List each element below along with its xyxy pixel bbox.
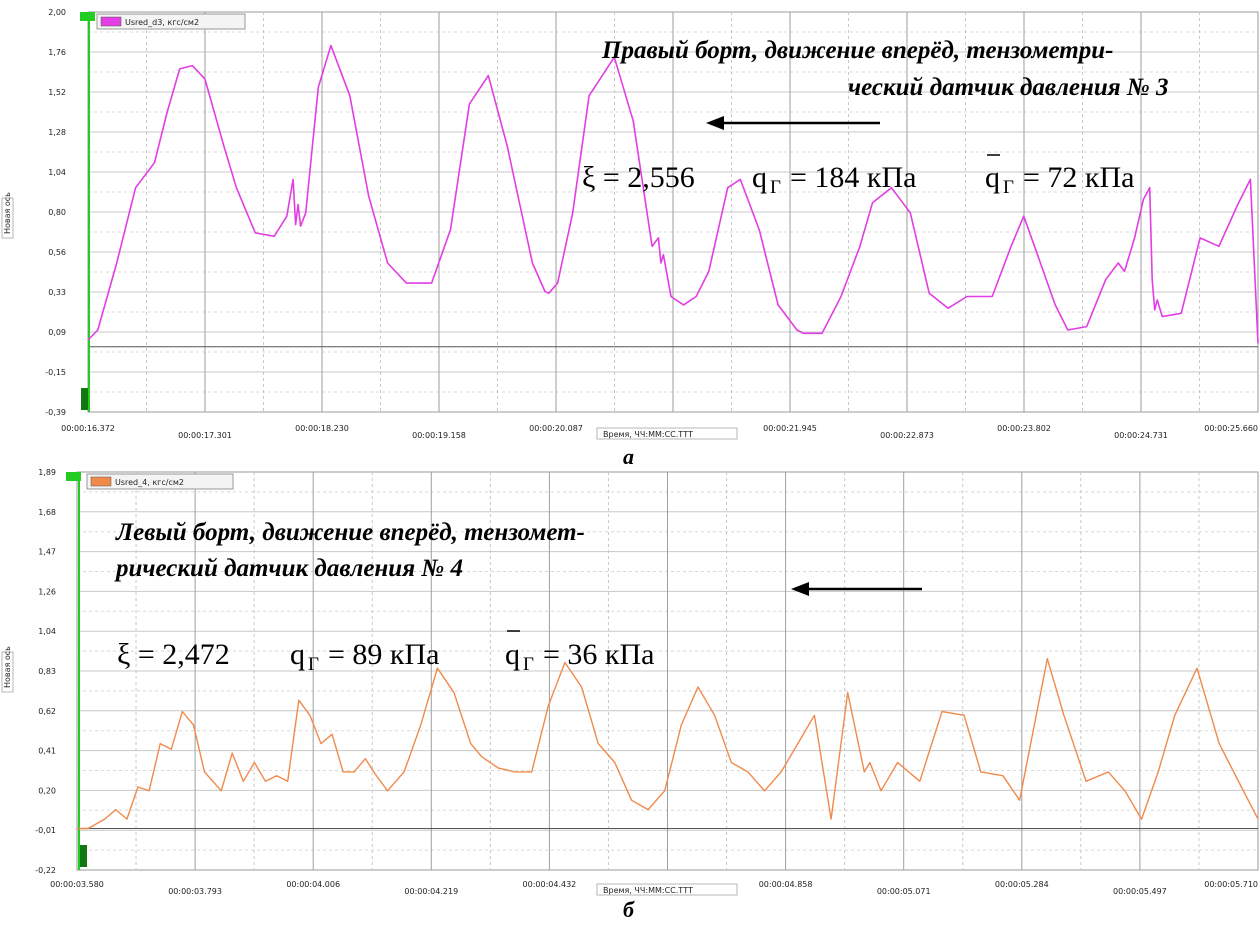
panel-label-b: б [623,897,635,922]
x-tick-label: 00:00:05.710 [1204,880,1258,889]
x-tick-label: 00:00:03.580 [50,880,104,889]
y-tick-label: 0,62 [38,707,56,716]
formula-q-sub-a: Г [770,177,781,198]
cursor-marker-bottom-a[interactable] [81,388,88,410]
formula-q-symbol-a: q [752,161,767,194]
y-tick-label: 0,09 [48,328,66,337]
y-axis-label-b: Новая ось [3,646,12,688]
x-tick-label: 00:00:19.158 [412,431,466,440]
x-tick-label: 00:00:24.731 [1114,431,1168,440]
y-tick-label: 1,04 [48,168,66,177]
annotation-a-line1: Правый борт, движение вперёд, тензометри… [601,37,1113,64]
legend-swatch-a [100,16,122,27]
x-tick-label: 00:00:22.873 [880,431,934,440]
x-axis-name-box-a [596,427,738,440]
y-tick-label: 1,28 [48,128,66,137]
formula-xi-a: ξ = 2,556 [582,161,695,194]
cursor-marker-top-a[interactable] [80,12,95,21]
x-tick-label: 00:00:21.945 [763,424,817,433]
y-tick-label: 0,20 [38,786,56,795]
y-tick-label: 1,68 [38,508,56,517]
y-axis-name-box-a [1,197,14,239]
legend-label-a: Usred_d3, кгс/см2 [125,18,199,27]
y-tick-label: 1,26 [38,587,56,596]
y-axis-name-box-b [1,651,14,693]
x-tick-label: 00:00:23.802 [997,424,1051,433]
x-tick-label: 00:00:16.372 [61,424,115,433]
series-line-a [87,44,1259,344]
x-tick-label: 00:00:20.087 [529,424,583,433]
x-tick-label: 00:00:05.071 [877,887,931,896]
y-tick-label: 0,41 [38,747,56,756]
x-tick-label: 00:00:18.230 [295,424,349,433]
series-line-b [77,658,1259,830]
y-tick-label: 0,80 [48,208,66,217]
x-tick-label: 00:00:05.497 [1113,887,1167,896]
y-tick-label: 0,56 [48,248,66,257]
formula-xi-b: ξ = 2,472 [117,638,230,671]
formula-q-symbol-b: q [290,638,305,671]
y-tick-label: -0,39 [45,408,66,417]
annotation-b-line1: Левый борт, движение вперёд, тензомет- [115,519,585,546]
x-tick-label: 00:00:04.006 [286,880,340,889]
y-tick-label: 1,04 [38,627,56,636]
legend-box-a [96,13,246,30]
y-tick-label: -0,22 [35,866,56,875]
x-tick-label: 00:00:04.858 [759,880,813,889]
formula-qbar-symbol-a: q [985,161,1000,194]
arrow-head-b [791,582,809,596]
formula-q-value-b: = 89 кПа [328,638,439,671]
formula-qbar-symbol-b: q [505,638,520,671]
y-tick-label: 1,47 [38,548,56,557]
arrow-head-a [706,116,724,130]
y-tick-label: 0,83 [38,667,56,676]
x-tick-label: 00:00:03.793 [168,887,222,896]
y-tick-label: -0,01 [35,826,56,835]
y-ticks-b: 1,89 1,68 1,47 1,26 1,04 0,83 0,62 0,41 0,20 -0,0… [35,468,56,875]
x-tick-label: 00:00:25.660 [1204,424,1258,433]
x-axis-label-a: Время, ЧЧ:ММ:СС.ТТТ [603,430,693,439]
legend-swatch-b [90,476,112,487]
formula-qbar-value-a: = 72 кПа [1023,161,1134,194]
x-tick-label: 00:00:04.432 [523,880,577,889]
cursor-marker-bottom-b[interactable] [80,845,87,867]
annotation-a-line2: ческий датчик давления № 3 [848,74,1169,101]
y-tick-label: 0,33 [48,288,66,297]
y-tick-label: 1,52 [48,88,66,97]
y-axis-label-a: Новая ось [3,192,12,234]
formula-qbar-sub-b: Г [523,654,534,675]
x-axis-label-b: Время, ЧЧ:ММ:СС.ТТТ [603,886,693,895]
panel-a: Usred_d3, кгс/см2 2,00 1,76 1,52 1,28 1,04 0,… [1,8,1259,469]
y-tick-label: 1,76 [48,48,66,57]
y-tick-label: 2,00 [48,8,66,17]
panel-label-a: а [623,444,634,469]
y-tick-label: 1,89 [38,468,56,477]
y-tick-label: -0,15 [45,368,66,377]
legend-box-b [86,473,234,490]
x-tick-label: 00:00:04.219 [404,887,458,896]
annotation-b-line2: рический датчик давления № 4 [114,555,463,582]
x-tick-label: 00:00:17.301 [178,431,232,440]
formula-q-value-a: = 184 кПа [790,161,916,194]
formula-qbar-value-b: = 36 кПа [543,638,654,671]
y-ticks-a: 2,00 1,76 1,52 1,28 1,04 0,80 0,56 0,33 0,09 -0,1… [45,8,66,417]
formula-qbar-sub-a: Г [1003,177,1014,198]
grid-b [77,472,1258,870]
cursor-marker-top-b[interactable] [66,472,81,481]
legend-label-b: Usred_4, кгс/см2 [115,478,184,487]
panel-b: Usred_4, кгс/см2 1,89 1,68 1,47 1,26 1,04 0,8… [1,468,1259,922]
formula-q-sub-b: Г [308,654,319,675]
x-axis-name-box-b [596,883,738,896]
x-tick-label: 00:00:05.284 [995,880,1049,889]
